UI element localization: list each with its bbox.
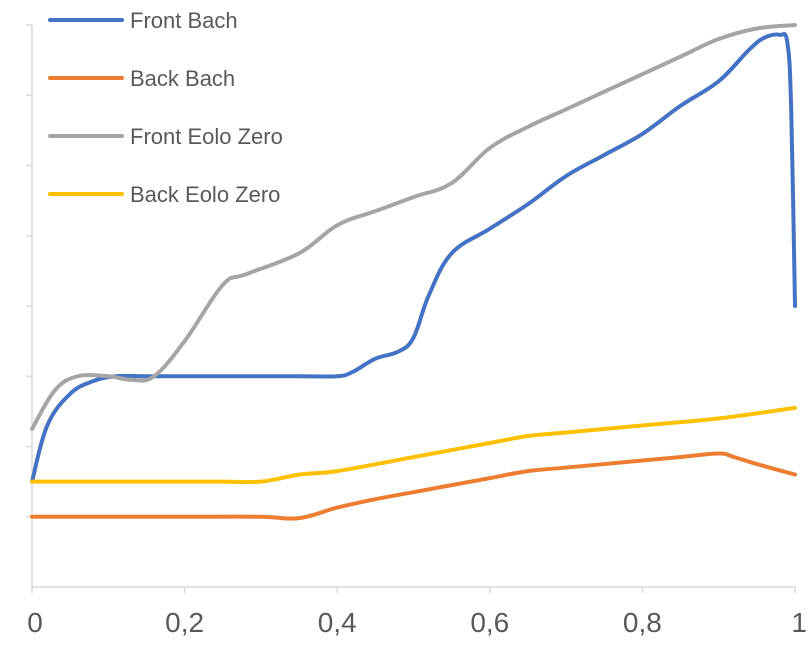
legend-item-back-bach: Back Bach <box>48 66 235 91</box>
legend-label: Back Eolo Zero <box>130 182 280 207</box>
x-tick-label: 0,2 <box>165 607 204 638</box>
x-tick-label: 0,6 <box>470 607 509 638</box>
legend-label: Front Eolo Zero <box>130 124 283 149</box>
series-lines <box>30 23 797 521</box>
x-tick-label: 1 <box>791 607 807 638</box>
series-line-back-bach <box>30 451 797 521</box>
x-tick-label: 0,8 <box>623 607 662 638</box>
legend-label: Front Bach <box>130 8 238 33</box>
x-axis-tick-labels: 0 0,2 0,4 0,6 0,8 1 <box>27 607 807 638</box>
series-line-front-eolo-zero <box>30 23 797 431</box>
series-line-front-bach <box>30 32 797 484</box>
x-tick-label: 0,4 <box>318 607 357 638</box>
axes <box>26 24 796 593</box>
legend-item-front-eolo-zero: Front Eolo Zero <box>48 124 283 149</box>
legend: Front Bach Back Bach Front Eolo Zero Back E… <box>48 8 283 207</box>
series-line-back-eolo-zero <box>30 405 797 485</box>
legend-item-front-bach: Front Bach <box>48 8 238 33</box>
x-tick-label: 0 <box>27 607 43 638</box>
legend-item-back-eolo-zero: Back Eolo Zero <box>48 182 280 207</box>
legend-label: Back Bach <box>130 66 235 91</box>
